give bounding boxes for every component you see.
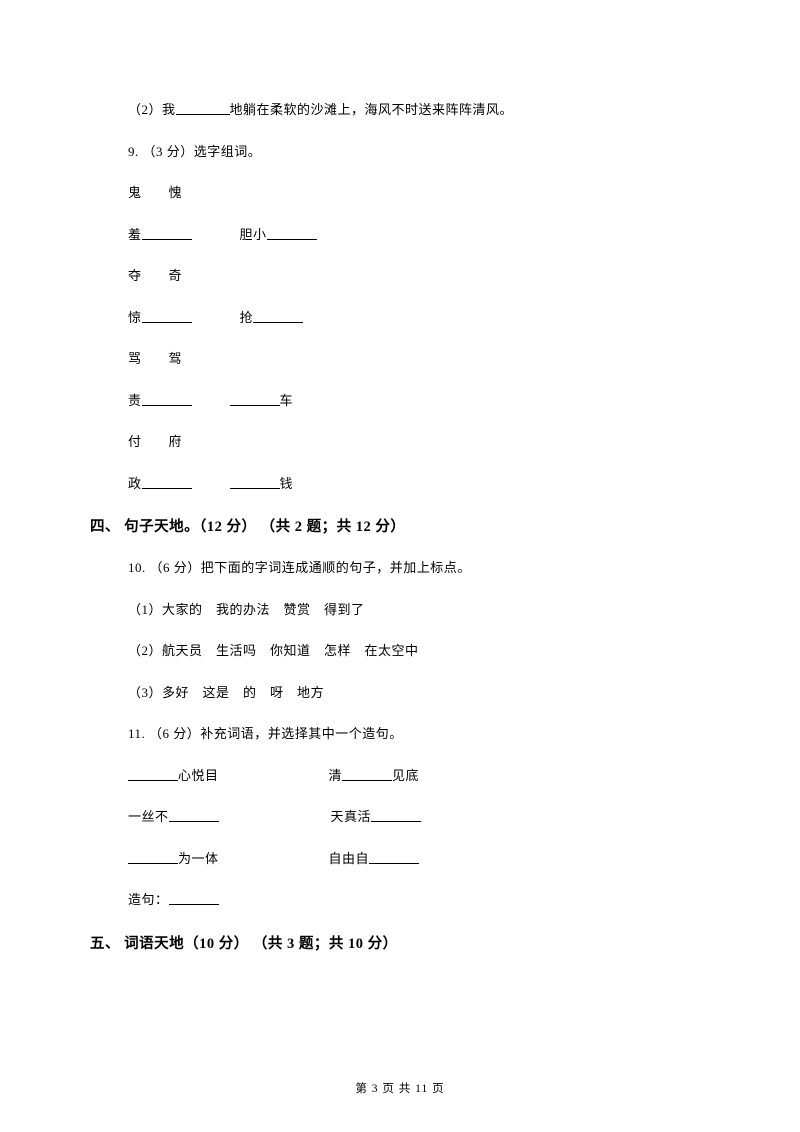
blank — [267, 226, 317, 240]
q9-pair3-chars: 骂 驾 — [90, 349, 710, 369]
section-4-header: 四、 句子天地。（12 分） （共 2 题；共 12 分） — [90, 515, 710, 536]
blank — [369, 850, 419, 864]
blank — [128, 850, 178, 864]
blank — [253, 309, 303, 323]
blank — [176, 101, 230, 115]
q11-row2: 一丝不 天真活 — [90, 807, 710, 827]
q9-pair1-chars: 鬼 愧 — [90, 183, 710, 203]
q9-pair2-b: 抢 — [240, 310, 254, 325]
q9-pair2-chars: 夺 奇 — [90, 266, 710, 286]
q11-make-sentence-label: 造句： — [128, 892, 169, 907]
blank — [371, 808, 421, 822]
q9-pair3-b-suffix: 车 — [280, 393, 294, 408]
blank — [230, 475, 280, 489]
question-2-line: （2）我 地躺在柔软的沙滩上，海风不时送来阵阵清风。 — [90, 100, 710, 120]
blank — [169, 891, 219, 905]
q11-row1-b-prefix: 清 — [329, 768, 343, 783]
q11-row1-b-suffix: 见底 — [392, 768, 419, 783]
q10-sub3: （3）多好 这是 的 呀 地方 — [90, 683, 710, 703]
blank — [142, 226, 192, 240]
q11-row3-b-prefix: 自由自 — [329, 851, 370, 866]
q9-pair4-row: 政钱 — [90, 474, 710, 494]
q9-pair4-b-suffix: 钱 — [280, 476, 294, 491]
blank — [128, 767, 178, 781]
q10-sub2: （2）航天员 生活吗 你知道 怎样 在太空中 — [90, 641, 710, 661]
q9-pair1-row: 羞 胆小 — [90, 225, 710, 245]
blank — [169, 808, 219, 822]
q10-sub1: （1）大家的 我的办法 赞赏 得到了 — [90, 600, 710, 620]
q9-pair3-a: 责 — [128, 393, 142, 408]
q2-suffix: 地躺在柔软的沙滩上，海风不时送来阵阵清风。 — [230, 102, 514, 117]
blank — [342, 767, 392, 781]
q11-make-sentence: 造句： — [90, 890, 710, 910]
q9-pair2-row: 惊抢 — [90, 308, 710, 328]
q11-row1: 心悦目 清 见底 — [90, 766, 710, 786]
q11-row2-a-prefix: 一丝不 — [128, 809, 169, 824]
blank — [142, 309, 192, 323]
q9-pair3-row: 责车 — [90, 391, 710, 411]
q9-pair1-a: 羞 — [128, 227, 142, 242]
question-10-title: 10. （6 分）把下面的字词连成通顺的句子，并加上标点。 — [90, 558, 710, 578]
q2-prefix: （2）我 — [128, 102, 176, 117]
q11-row2-b-prefix: 天真活 — [331, 809, 372, 824]
q9-pair2-a: 惊 — [128, 310, 142, 325]
q9-pair1-b: 胆小 — [240, 227, 267, 242]
q11-row3-a-suffix: 为一体 — [178, 851, 219, 866]
question-11-title: 11. （6 分）补充词语，并选择其中一个造句。 — [90, 724, 710, 744]
q9-pair4-a: 政 — [128, 476, 142, 491]
q9-pair4-chars: 付 府 — [90, 432, 710, 452]
question-9-title: 9. （3 分）选字组词。 — [90, 142, 710, 162]
blank — [142, 392, 192, 406]
q11-row1-a-suffix: 心悦目 — [178, 768, 219, 783]
page-content: （2）我地躺在柔软的沙滩上，海风不时送来阵阵清风。 9. （3 分）选字组词。 … — [0, 0, 800, 953]
blank — [230, 392, 280, 406]
page-footer: 第 3 页 共 11 页 — [0, 1080, 800, 1096]
blank — [142, 475, 192, 489]
q11-row3: 为一体 自由自 — [90, 849, 710, 869]
section-5-header: 五、 词语天地（10 分） （共 3 题；共 10 分） — [90, 932, 710, 953]
